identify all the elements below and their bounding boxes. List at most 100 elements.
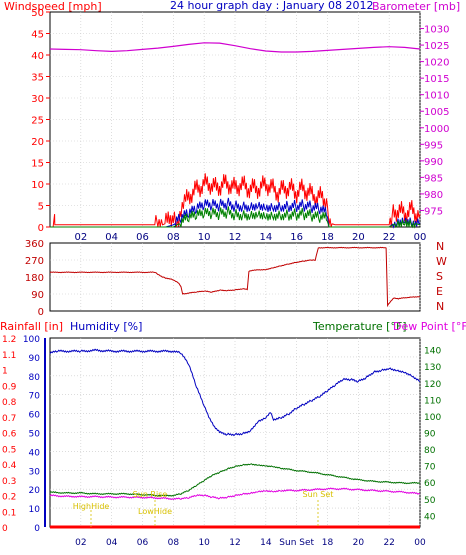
- hour-tick-label: 12: [229, 232, 242, 243]
- windspeed-tick-label: 40: [31, 51, 44, 62]
- windspeed-tick-label: 10: [31, 180, 44, 191]
- direction-tick-label: 90: [31, 290, 44, 301]
- graph-title: 24 hour graph day : January 08 2012: [170, 0, 374, 12]
- hour-tick-label: 22: [383, 538, 394, 548]
- hour-tick-label: 02: [74, 232, 87, 243]
- hour-tick-label: 04: [105, 232, 118, 243]
- rainfall-tick-label: 1.1: [2, 351, 16, 361]
- sun-set-annotation: Sun Set: [303, 490, 334, 499]
- humidity-tick-label: 0: [34, 524, 40, 534]
- barometer-tick-label: 995: [424, 140, 443, 151]
- humidity-tick-label: 100: [23, 335, 40, 345]
- direction-tick-label: 0: [38, 307, 44, 318]
- axis-layer: 0510152025303540455097598098599099510001…: [2, 8, 449, 548]
- hour-tick-label: 10: [198, 538, 210, 548]
- humidity-tick-label: 80: [29, 373, 41, 383]
- temperature-tick-label: 50: [424, 496, 436, 506]
- humidity-tick-label: 60: [29, 411, 41, 421]
- hour-tick-label: 14: [260, 538, 272, 548]
- wind-panel-frame: [49, 11, 421, 228]
- hour-tick-label: 22: [383, 232, 396, 243]
- direction-tick-label: 180: [25, 273, 44, 284]
- barometer-tick-label: 1020: [424, 58, 449, 69]
- barometer-tick-label: 1015: [424, 74, 449, 85]
- barometer-tick-label: 1000: [424, 124, 449, 135]
- wind-gust-line: [50, 173, 421, 228]
- temperature-tick-label: 140: [424, 347, 441, 357]
- windspeed-tick-label: 15: [31, 159, 44, 170]
- temperature-tick-label: 120: [424, 380, 441, 390]
- wind-low-line: [50, 206, 421, 229]
- direction-tick-label: 270: [25, 256, 44, 267]
- temperature-tick-label: 40: [424, 512, 436, 522]
- temperature-tick-label: 90: [424, 430, 436, 440]
- barometer-tick-label: 1030: [424, 25, 449, 36]
- rainfall-tick-label: 1.2: [2, 335, 16, 345]
- hour-tick-label: 08: [167, 232, 180, 243]
- windspeed-tick-label: 30: [31, 94, 44, 105]
- hour-tick-label: 04: [106, 538, 118, 548]
- rainfall-tick-label: 0.4: [2, 461, 17, 471]
- humidity-tick-label: 90: [29, 354, 41, 364]
- hour-tick-label: 12: [229, 538, 240, 548]
- windspeed-tick-label: 25: [31, 116, 44, 127]
- compass-label: S: [436, 270, 443, 283]
- rainfall-tick-label: 0.7: [2, 414, 16, 424]
- hour-tick-label: 16: [290, 232, 303, 243]
- temperature-tick-label: 80: [424, 446, 436, 456]
- direction-tick-label: 360: [25, 239, 44, 250]
- hour-tick-label: 20: [352, 232, 365, 243]
- rainfall-tick-label: 0.3: [2, 477, 16, 487]
- hour-tick-label: 06: [137, 538, 149, 548]
- humidity-axis-title: Humidity [%]: [70, 320, 142, 333]
- compass-label: N: [436, 300, 444, 313]
- rainfall-tick-label: 0: [2, 524, 8, 534]
- barometer-tick-label: 1010: [424, 91, 449, 102]
- rainfall-tick-label: 0.6: [2, 430, 17, 440]
- humidity-tick-label: 70: [29, 392, 41, 402]
- windspeed-tick-label: 45: [31, 30, 44, 41]
- rainfall-tick-label: 0.8: [2, 398, 17, 408]
- bottom-panel-frame: [49, 337, 421, 528]
- hour-tick-label: 10: [198, 232, 211, 243]
- compass-label: E: [436, 285, 443, 298]
- windspeed-tick-label: 50: [31, 8, 44, 19]
- barometer-tick-label: 975: [424, 206, 443, 217]
- compass-label: W: [436, 255, 447, 268]
- humidity-tick-label: 50: [29, 430, 41, 440]
- barometer-tick-label: 985: [424, 173, 443, 184]
- rainfall-axis-title: Rainfall [in]: [0, 320, 63, 333]
- barometer-tick-label: 1025: [424, 41, 449, 52]
- rainfall-tick-label: 0.5: [2, 445, 16, 455]
- windspeed-tick-label: 20: [31, 137, 44, 148]
- barometer-tick-label: 1005: [424, 107, 449, 118]
- hour-tick-label: 06: [136, 232, 149, 243]
- barometer-tick-label: 990: [424, 157, 443, 168]
- hour-tick-label: Sun Set: [279, 538, 314, 548]
- hour-tick-label: 14: [259, 232, 272, 243]
- barometer-tick-label: 980: [424, 190, 443, 201]
- rainfall-tick-label: 0.1: [2, 508, 16, 518]
- rainfall-tick-label: 0.2: [2, 493, 16, 503]
- hour-tick-label: 00: [414, 232, 427, 243]
- windspeed-tick-label: 0: [38, 223, 44, 234]
- data-layer: [49, 42, 421, 529]
- humidity-line: [49, 348, 421, 437]
- high-hide-annotation: HighHide: [73, 502, 110, 511]
- compass-label: N: [436, 240, 444, 253]
- temperature-tick-label: 100: [424, 413, 441, 423]
- sun-rise-annotation: Sun Rise: [133, 490, 168, 499]
- temperature-line: [49, 463, 421, 497]
- barometer-axis-title: Barometer [mb]: [372, 0, 460, 13]
- temperature-tick-label: 130: [424, 363, 441, 373]
- hour-tick-label: 20: [353, 538, 365, 548]
- hour-tick-label: 18: [322, 538, 334, 548]
- temperature-tick-label: 70: [424, 463, 436, 473]
- rainfall-tick-label: 0.9: [2, 382, 17, 392]
- windspeed-axis-title: Windspeed [mph]: [4, 0, 102, 13]
- temperature-tick-label: 110: [424, 396, 441, 406]
- rainfall-tick-label: 1: [2, 367, 8, 377]
- dewpoint-line: [49, 487, 421, 501]
